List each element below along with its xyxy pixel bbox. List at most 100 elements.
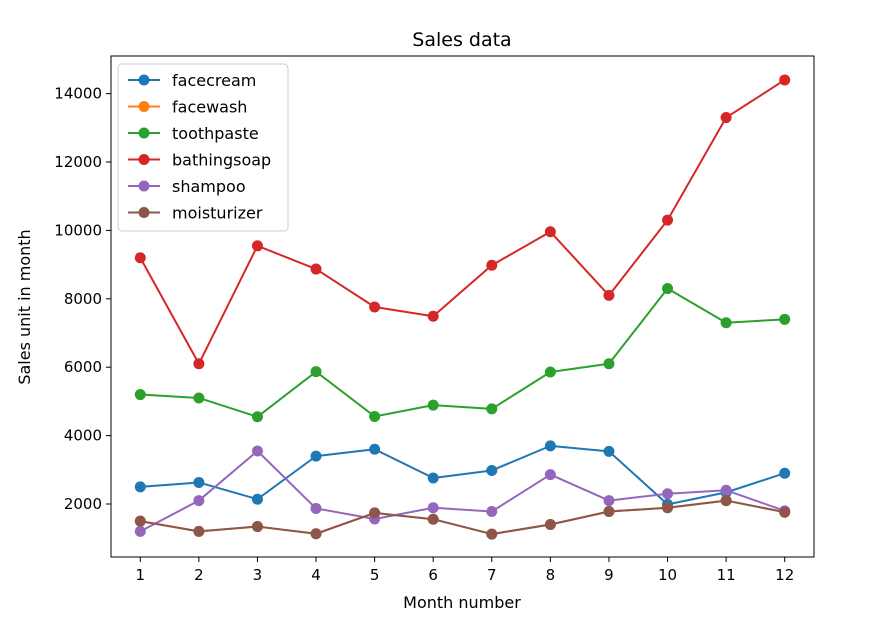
data-point-moisturizer — [369, 507, 381, 519]
data-point-bathingsoap — [779, 74, 791, 86]
y-axis-ticks: 2000 4000 6000 8000 10000 12000 14000 — [54, 85, 111, 513]
data-point-shampoo — [486, 506, 498, 518]
x-tick-label: 4 — [311, 566, 321, 584]
x-tick-label: 6 — [428, 566, 438, 584]
data-point-toothpaste — [369, 410, 381, 422]
data-point-facecream — [427, 472, 439, 484]
data-point-moisturizer — [310, 528, 322, 540]
y-tick-label: 8000 — [64, 290, 102, 308]
data-point-facecream — [134, 481, 146, 493]
data-point-moisturizer — [134, 515, 146, 527]
legend-marker-shampoo — [138, 180, 150, 192]
data-point-shampoo — [310, 502, 322, 514]
data-point-toothpaste — [134, 389, 146, 401]
legend-marker-facewash — [138, 101, 150, 112]
x-tick-label: 1 — [136, 566, 146, 584]
data-point-moisturizer — [603, 506, 615, 518]
data-point-toothpaste — [720, 317, 732, 329]
data-point-toothpaste — [662, 283, 674, 295]
data-point-facecream — [486, 464, 498, 476]
x-tick-label: 5 — [370, 566, 380, 584]
x-tick-label: 8 — [546, 566, 556, 584]
legend-marker-moisturizer — [138, 207, 150, 218]
y-tick-label: 14000 — [54, 85, 102, 103]
data-point-shampoo — [603, 495, 615, 507]
y-axis-label: Sales unit in month — [15, 229, 34, 384]
x-tick-label: 10 — [658, 566, 677, 584]
data-point-moisturizer — [486, 528, 498, 540]
y-tick-label: 4000 — [64, 427, 102, 445]
x-tick-label: 3 — [253, 566, 263, 584]
data-point-shampoo — [720, 484, 732, 496]
legend-label-bathingsoap: bathingsoap — [172, 151, 271, 170]
x-tick-label: 12 — [775, 566, 794, 584]
x-axis-label: Month number — [403, 593, 521, 612]
chart-title: Sales data — [412, 29, 511, 51]
legend-label-moisturizer: moisturizer — [172, 204, 263, 223]
data-point-toothpaste — [603, 358, 615, 370]
data-point-toothpaste — [779, 313, 791, 325]
data-point-bathingsoap — [662, 214, 674, 226]
y-tick-label: 6000 — [64, 358, 102, 376]
data-point-toothpaste — [427, 399, 439, 411]
legend-label-facewash: facewash — [172, 98, 247, 117]
data-point-bathingsoap — [193, 358, 205, 370]
data-point-moisturizer — [779, 506, 791, 518]
data-point-moisturizer — [251, 521, 263, 533]
data-point-toothpaste — [251, 411, 263, 423]
data-point-facecream — [251, 493, 263, 505]
series-line-moisturizer — [140, 499, 785, 536]
data-point-bathingsoap — [486, 259, 498, 271]
y-tick-label: 12000 — [54, 153, 102, 171]
data-point-shampoo — [544, 469, 556, 481]
data-point-bathingsoap — [369, 301, 381, 313]
data-point-facecream — [603, 445, 615, 457]
data-point-moisturizer — [544, 519, 556, 531]
data-point-bathingsoap — [310, 263, 322, 275]
legend-label-toothpaste: toothpaste — [172, 124, 259, 143]
data-point-toothpaste — [486, 403, 498, 415]
series-shampoo — [134, 445, 791, 537]
x-tick-label: 9 — [604, 566, 614, 584]
series-moisturizer — [134, 495, 791, 540]
plot-frame — [110, 55, 815, 558]
data-point-moisturizer — [662, 502, 674, 514]
series-bathingsoap — [134, 74, 791, 370]
data-point-toothpaste — [544, 366, 556, 378]
data-point-moisturizer — [193, 525, 205, 537]
series-toothpaste — [134, 283, 791, 423]
data-point-bathingsoap — [603, 289, 615, 301]
data-point-shampoo — [427, 502, 439, 514]
x-axis-ticks: 1 2 3 4 5 6 7 8 9 10 11 12 — [136, 557, 794, 584]
legend-label-shampoo: shampoo — [172, 177, 246, 196]
data-point-bathingsoap — [544, 226, 556, 238]
series-line-toothpaste — [140, 287, 785, 418]
plot-series — [134, 74, 791, 540]
data-point-shampoo — [134, 525, 146, 537]
series-line-shampoo — [139, 449, 786, 533]
data-point-facecream — [544, 440, 556, 452]
data-point-shampoo — [662, 488, 674, 500]
y-tick-label: 2000 — [64, 495, 102, 513]
x-tick-label: 2 — [194, 566, 204, 584]
data-point-moisturizer — [427, 513, 439, 525]
data-point-facecream — [310, 450, 322, 462]
data-point-bathingsoap — [720, 112, 732, 124]
data-point-shampoo — [193, 495, 205, 507]
x-tick-label: 7 — [487, 566, 497, 584]
data-point-bathingsoap — [134, 252, 146, 264]
legend-box — [117, 63, 289, 232]
x-tick-label: 11 — [717, 566, 736, 584]
legend-marker-bathingsoap — [138, 154, 150, 165]
series-line-bathingsoap — [139, 79, 786, 365]
data-point-toothpaste — [310, 366, 322, 378]
legend-marker-facecream — [138, 74, 150, 86]
data-point-moisturizer — [720, 495, 732, 507]
legend-label-facecream: facecream — [172, 71, 256, 90]
data-point-facecream — [193, 476, 205, 488]
legend-marker-toothpaste — [138, 127, 150, 139]
data-point-facecream — [779, 467, 791, 479]
legend: facecream facewash toothpaste bathingsoap sh… — [117, 63, 289, 232]
y-tick-label: 10000 — [54, 221, 102, 239]
